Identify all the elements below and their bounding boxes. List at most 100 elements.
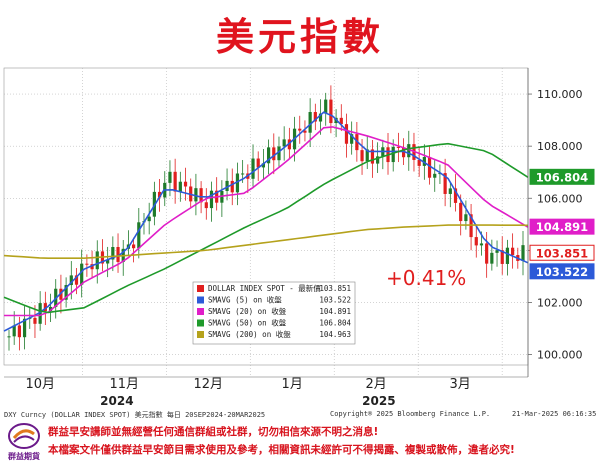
disclaimer: 群益早安講師並無經營任何通信群組或社群，切勿相信來源不明之消息! 本檔案文件僅供…	[0, 420, 600, 464]
candle-body	[443, 173, 447, 194]
candle-body	[64, 285, 68, 300]
candle-body	[505, 247, 510, 264]
candle-body	[324, 99, 328, 114]
candle-body	[157, 191, 162, 198]
candle-body	[329, 99, 333, 124]
candle-body	[459, 202, 463, 222]
footer-source: DXY Curncy (DOLLAR INDEX SPOT) 美元指數 每日 2…	[4, 411, 266, 419]
candle-body	[287, 139, 291, 150]
candle-body	[168, 171, 172, 183]
legend-swatch	[197, 319, 204, 327]
logo-text: 群益期貨	[8, 452, 40, 461]
value-tag-box	[529, 244, 595, 261]
candle-body	[22, 318, 27, 338]
value-tag-label: 103.522	[536, 265, 588, 279]
ma-line	[3, 142, 529, 314]
candle-body	[350, 134, 354, 144]
candle-body	[173, 171, 177, 192]
chart-footer: DXY Curncy (DOLLAR INDEX SPOT) 美元指數 每日 2…	[0, 410, 600, 419]
y-tick-label: 102.000	[537, 296, 583, 309]
candle-body	[282, 139, 286, 147]
candle-body	[80, 263, 84, 285]
candle-body	[479, 243, 484, 246]
candle-body	[199, 188, 203, 203]
company-logo: 群益期貨	[4, 420, 44, 462]
candle-body	[298, 128, 302, 131]
x-axis: 10月 11月 12月 1月 2月 3月 2024 2025	[4, 376, 528, 408]
x-tick-label: 10月	[26, 377, 56, 392]
ma-line	[4, 126, 529, 317]
candle-body	[209, 190, 214, 209]
candle-body	[339, 117, 343, 125]
candle-body	[204, 202, 208, 209]
candle-body	[38, 303, 42, 324]
candle-body	[365, 149, 369, 162]
candle-body	[318, 113, 323, 122]
candle-body	[521, 245, 525, 261]
candle-body	[485, 243, 489, 264]
disclaimer-line-1: 群益早安講師並無經營任何通信群組或社群，切勿相信來源不明之消息!	[48, 426, 379, 438]
value-tag-label: 106.804	[536, 170, 588, 184]
footer-timestamp: 21-Mar-2025 06:16:35	[512, 410, 597, 418]
x-tick-label: 12月	[193, 377, 223, 392]
candle-body	[111, 247, 115, 260]
candle-body	[48, 306, 53, 312]
candle-body	[370, 149, 375, 164]
candle-body	[106, 259, 110, 264]
value-tag-box	[529, 263, 595, 280]
y-tick-label: 106.000	[537, 192, 583, 205]
legend-swatch	[197, 296, 204, 304]
legend-value: 104.963	[319, 330, 351, 339]
candle-body	[500, 250, 504, 264]
value-tag-box	[529, 218, 595, 235]
candle-body	[85, 263, 89, 265]
change-annotation: +0.41%	[386, 266, 466, 290]
legend-value: 104.891	[319, 307, 351, 316]
candle-body	[116, 247, 120, 262]
candle-body	[90, 264, 94, 270]
candle-body	[241, 173, 245, 175]
candle-body	[266, 147, 271, 164]
logo-mark	[8, 423, 40, 449]
candle-body	[137, 222, 141, 249]
candle-body	[272, 147, 276, 161]
candle-body	[422, 156, 426, 166]
candle-body	[391, 146, 395, 163]
value-tag-box	[529, 168, 595, 185]
ma-line	[3, 224, 529, 259]
candle-body	[132, 244, 136, 249]
candle-body	[401, 147, 406, 158]
candle-body	[433, 173, 437, 178]
x-tick-label: 1月	[282, 377, 303, 392]
candle-body	[511, 247, 515, 256]
candle-body	[277, 146, 281, 161]
candle-body	[251, 158, 255, 179]
year-label: 2025	[362, 394, 395, 408]
last-value-tags: 106.804 104.891 103.851 103.522	[529, 168, 595, 280]
candle-body	[12, 325, 16, 337]
candle-body	[43, 303, 47, 312]
footer-copyright: Copyright® 2025 Bloomberg Finance L.P.	[330, 410, 491, 418]
candle-body	[230, 180, 234, 193]
candle-body	[235, 173, 240, 193]
legend-label: SMAVG (20) on 收盤	[208, 306, 287, 316]
year-label: 2024	[100, 394, 133, 408]
legend-box	[192, 281, 356, 345]
candle-body	[448, 188, 452, 194]
legend-value: 106.804	[319, 319, 351, 328]
y-tick-label: 110.000	[537, 88, 583, 101]
value-tag-label: 104.891	[536, 220, 588, 234]
candle-body	[453, 188, 458, 203]
candle-body	[147, 216, 151, 222]
candle-body	[474, 237, 478, 246]
y-tick-label: 100.000	[537, 349, 583, 362]
legend-value: 103.522	[319, 296, 351, 305]
candle-body	[7, 336, 11, 338]
candle-body	[464, 214, 468, 222]
x-tick-label: 2月	[366, 377, 387, 392]
legend-label: SMAVG (5) on 收盤	[208, 295, 282, 305]
candle-body	[194, 188, 198, 202]
candle-body	[69, 275, 73, 286]
candle-body	[313, 112, 317, 122]
